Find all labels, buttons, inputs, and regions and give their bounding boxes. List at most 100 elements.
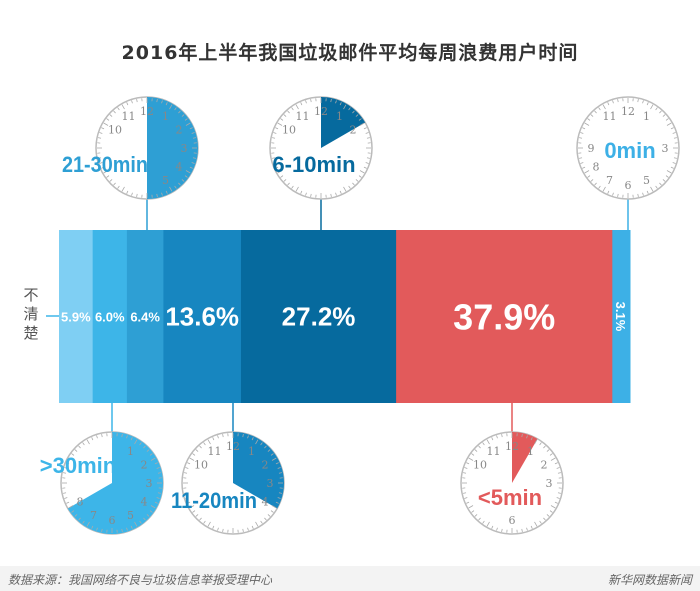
- clock-tick: [103, 170, 109, 174]
- clock-tick: [106, 175, 110, 178]
- clock-face: [576, 96, 680, 200]
- clock-tick: [335, 192, 337, 196]
- clock-tick: [478, 445, 481, 449]
- clock-tick: [121, 528, 123, 532]
- clock-tick: [343, 104, 347, 110]
- clock-tick: [348, 185, 351, 189]
- clock-sector: [512, 432, 538, 483]
- clock-tick: [169, 186, 173, 192]
- clock-tick: [590, 179, 594, 182]
- clock-tick: [189, 457, 195, 461]
- clock-tick: [178, 110, 181, 114]
- clock-tick: [496, 527, 498, 531]
- clock-tick: [242, 434, 244, 438]
- clock-tick: [352, 182, 355, 186]
- clock-numeral: 1: [336, 110, 343, 123]
- clock-tick: [283, 114, 287, 117]
- clock-numeral: 1: [248, 445, 255, 458]
- clock-tick: [131, 100, 133, 104]
- clock-tick: [665, 175, 669, 178]
- clock-tick: [264, 445, 267, 449]
- data-label: 13.6%: [165, 302, 239, 332]
- clock-tick: [358, 175, 362, 178]
- clock-tick: [156, 99, 158, 103]
- clock-tick: [642, 100, 644, 104]
- clock-tick: [474, 449, 478, 452]
- clock-tick: [184, 175, 188, 178]
- clock-numeral: 2: [176, 124, 183, 137]
- clock-tick: [192, 453, 196, 456]
- clock-tick: [539, 520, 542, 524]
- clock-tick: [154, 501, 158, 504]
- clock-tick: [464, 467, 468, 469]
- clock-tick: [655, 107, 658, 111]
- clock-tick: [99, 162, 103, 164]
- clock-tick: [271, 505, 277, 509]
- clock-tick: [74, 514, 78, 517]
- clock-tick: [659, 182, 662, 186]
- clock-tick: [101, 127, 105, 130]
- category-label-unknown: 清: [23, 305, 38, 323]
- clock-tick: [617, 193, 619, 197]
- clock-tick: [187, 462, 191, 465]
- clock-tick: [126, 102, 129, 106]
- clock-tick: [501, 528, 503, 532]
- clock-tick: [352, 110, 355, 114]
- clock-tick: [584, 122, 590, 126]
- clock-tick: [580, 162, 584, 164]
- clock-tick: [255, 439, 259, 445]
- clock-tick: [366, 137, 370, 139]
- clock-label: 0min: [604, 138, 655, 163]
- clock-tick: [464, 497, 468, 499]
- clock-tick: [154, 462, 158, 465]
- clock-tick: [546, 449, 550, 452]
- clock-tick: [272, 137, 276, 139]
- clock-tick: [530, 525, 533, 529]
- clock-tick: [195, 514, 199, 517]
- clock-tick: [126, 527, 128, 531]
- clock-tick: [264, 517, 267, 521]
- clock-tick: [156, 193, 158, 197]
- clock-label: <5min: [478, 485, 542, 510]
- clock-tick: [86, 521, 90, 527]
- clock-tick: [579, 137, 583, 139]
- clock-tick: [355, 114, 359, 117]
- clock-tick: [63, 472, 67, 474]
- clock-tick: [672, 162, 676, 164]
- clock-numeral: 6: [109, 514, 116, 527]
- clock-numeral: 8: [76, 496, 83, 509]
- category-label-unknown: 不: [23, 286, 38, 304]
- clock-tick: [579, 157, 583, 159]
- clock-tick: [582, 127, 586, 130]
- clock-tick: [670, 166, 674, 169]
- clock-tick: [130, 437, 133, 441]
- clock-tick: [267, 514, 271, 517]
- clock-tick: [554, 501, 558, 504]
- clock-tick: [482, 442, 485, 446]
- clock-tick: [543, 517, 546, 521]
- clock-tick: [185, 122, 191, 126]
- clock-tick: [222, 434, 224, 438]
- clock-tick: [277, 497, 281, 499]
- clock-tick: [184, 118, 188, 121]
- clock-tick: [169, 104, 173, 110]
- clock-tick: [277, 122, 283, 126]
- clock-numeral: 4: [262, 496, 269, 509]
- clock-tick: [666, 170, 672, 174]
- clock-tick: [86, 439, 90, 445]
- clock-sector: [321, 97, 366, 148]
- clock-label: 21-30min: [62, 152, 148, 177]
- clock-tick: [612, 100, 614, 104]
- data-label: 5.9%: [61, 310, 91, 325]
- clock-numeral: 6: [625, 179, 632, 192]
- clock-tick: [549, 510, 553, 513]
- clock-tick: [486, 521, 490, 527]
- clock-label: 6-10min: [272, 152, 355, 177]
- clock-tick: [217, 527, 219, 531]
- clock-tick: [295, 104, 299, 110]
- clock-tick: [550, 505, 556, 509]
- clock-tick: [117, 185, 120, 189]
- clock-tick: [594, 110, 597, 114]
- clock-numeral: 5: [162, 174, 169, 187]
